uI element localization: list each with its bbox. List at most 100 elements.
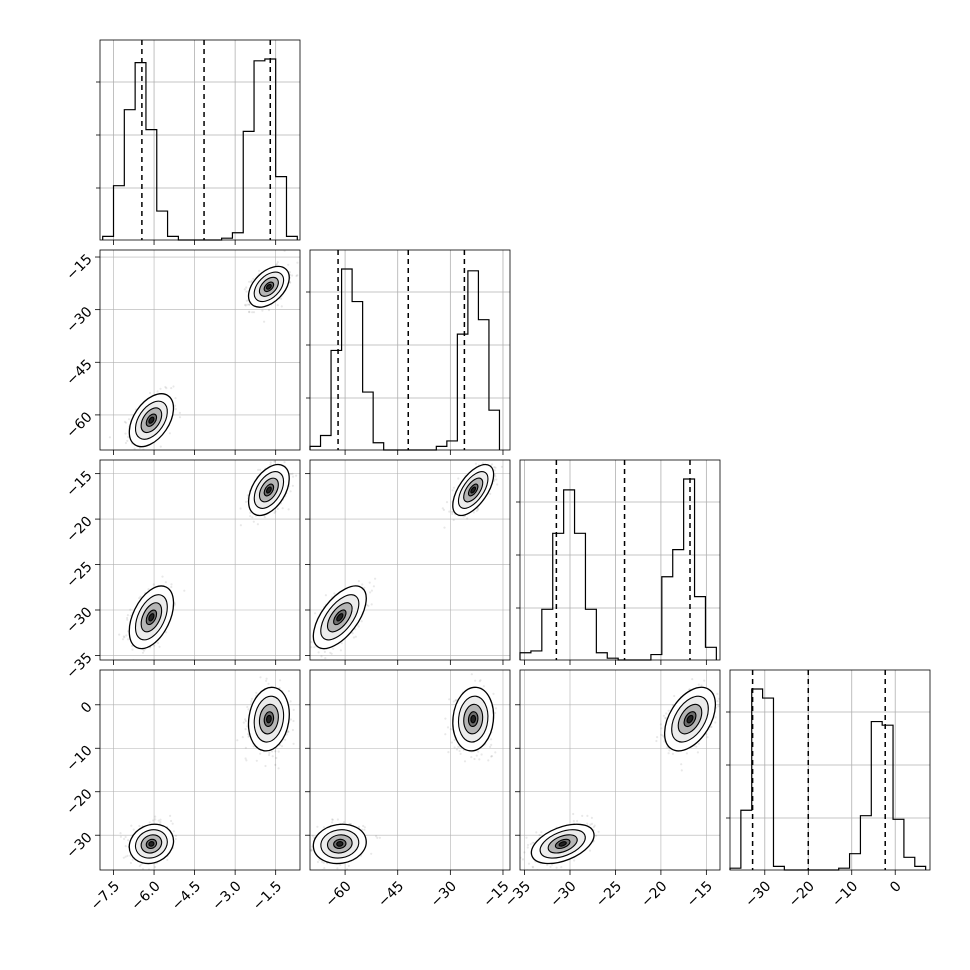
sample-point xyxy=(164,581,167,584)
sample-point xyxy=(287,690,290,693)
sample-point xyxy=(370,589,373,592)
sample-point xyxy=(494,707,498,710)
sample-point xyxy=(273,511,276,514)
sample-point xyxy=(251,516,254,519)
sample-point xyxy=(370,852,373,855)
panel-frame xyxy=(99,249,301,451)
contour-level-4 xyxy=(336,613,344,622)
sample-point xyxy=(472,511,475,514)
sample-point xyxy=(572,812,575,816)
sample-point xyxy=(491,463,494,466)
sample-point xyxy=(158,645,161,648)
panel-content xyxy=(301,673,498,870)
sample-point xyxy=(441,507,444,510)
sample-point xyxy=(496,483,499,486)
panel-3-2: −35 −30 −25 −20 −15 xyxy=(502,669,721,911)
sample-point xyxy=(581,814,584,818)
y-tick-label: −30 xyxy=(63,830,95,862)
sample-point xyxy=(123,636,126,639)
sample-point xyxy=(378,836,381,839)
sample-point xyxy=(316,860,319,864)
panel-1-0: −60−45−30−15 xyxy=(63,249,301,455)
sample-point xyxy=(291,484,294,487)
sample-point xyxy=(241,736,244,739)
sample-point xyxy=(444,733,447,736)
sample-point xyxy=(495,478,498,481)
panel-content xyxy=(520,678,720,870)
sample-point xyxy=(447,751,450,754)
sample-point xyxy=(243,288,246,291)
sample-point xyxy=(239,507,242,510)
sample-point xyxy=(500,465,503,468)
sample-point xyxy=(452,486,455,489)
sample-point xyxy=(291,274,294,277)
sample-point xyxy=(310,646,313,649)
sample-point xyxy=(452,518,455,522)
sample-point xyxy=(248,311,251,314)
sample-point xyxy=(494,751,497,754)
sample-point xyxy=(157,641,160,645)
contour-level-4 xyxy=(266,714,272,724)
sample-point xyxy=(263,516,266,519)
sample-point xyxy=(532,866,535,869)
sample-point xyxy=(239,524,242,527)
sample-point xyxy=(132,828,135,831)
sample-point xyxy=(273,460,276,463)
sample-point xyxy=(368,581,371,584)
sample-point xyxy=(126,638,130,641)
sample-point xyxy=(142,649,146,652)
sample-point xyxy=(529,843,532,846)
sample-point xyxy=(306,857,308,859)
y-tick-label: −60 xyxy=(63,409,95,441)
sample-point xyxy=(448,510,451,513)
sample-point xyxy=(463,760,467,763)
sample-point xyxy=(123,837,126,841)
sample-point xyxy=(159,387,162,390)
sample-point xyxy=(560,866,563,869)
sample-point xyxy=(363,586,366,589)
sample-point xyxy=(301,843,303,845)
sample-point xyxy=(354,635,357,638)
y-tick-label: 0 xyxy=(78,699,96,717)
sample-point xyxy=(127,418,131,421)
sample-point xyxy=(490,738,493,741)
sample-point xyxy=(154,865,157,869)
sample-point xyxy=(122,856,125,859)
sample-point xyxy=(444,717,447,720)
sample-point xyxy=(149,391,152,395)
sample-point xyxy=(292,708,295,712)
sample-point xyxy=(167,871,169,873)
y-tick-label: −45 xyxy=(63,357,95,389)
sample-point xyxy=(119,832,122,835)
sample-point xyxy=(124,432,127,435)
sample-point xyxy=(265,679,268,683)
panel-frame xyxy=(99,459,301,661)
panel-frame xyxy=(99,669,301,871)
sample-point xyxy=(457,745,460,749)
sample-point xyxy=(269,461,272,464)
sample-point xyxy=(317,651,320,654)
contour-level-4 xyxy=(148,841,155,847)
sample-point xyxy=(340,642,343,645)
y-tick-label: −15 xyxy=(63,468,95,500)
sample-point xyxy=(178,411,181,414)
sample-point xyxy=(247,735,250,738)
sample-point xyxy=(246,494,249,497)
x-tick-label: −4.5 xyxy=(169,878,204,913)
sample-point xyxy=(138,446,141,449)
sample-point xyxy=(313,646,316,649)
sample-point xyxy=(159,445,162,448)
sample-point xyxy=(124,835,127,839)
sample-point xyxy=(124,421,128,424)
sample-point xyxy=(485,452,487,454)
sample-point xyxy=(289,281,292,284)
sample-point xyxy=(339,649,342,652)
sample-point xyxy=(244,746,247,749)
sample-point xyxy=(296,261,299,264)
sample-point xyxy=(310,848,313,851)
sample-point xyxy=(242,721,245,724)
sample-point xyxy=(268,751,271,755)
sample-point xyxy=(342,821,346,824)
sample-point xyxy=(287,730,290,734)
sample-point xyxy=(369,591,372,594)
